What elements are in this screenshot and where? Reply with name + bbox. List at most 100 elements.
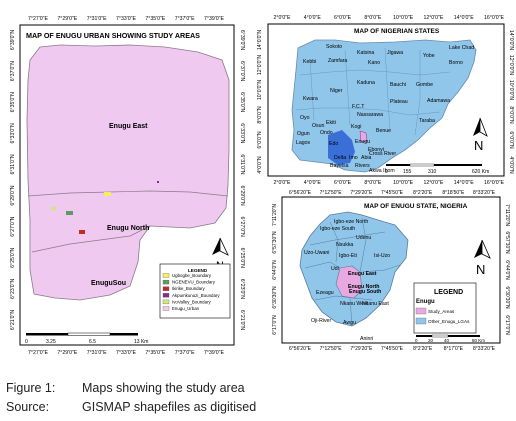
state-label: Adamawa xyxy=(427,98,450,104)
latitude-tick-label: 6°23'0"N xyxy=(239,279,245,299)
ng-scale-3: 620 Km xyxy=(472,169,489,175)
ikirike-area xyxy=(79,230,85,234)
figure-caption: Figure 1: Maps showing the study area xyxy=(6,381,245,395)
legend-swatch xyxy=(415,307,427,315)
enugu-state-legend-subtitle: Enugu xyxy=(416,299,435,305)
latitude-tick-label: 10°0'0"N xyxy=(508,80,514,100)
nigeria-states-map: 2°0'0"E 4°0'0"E 6°0'0"E 8°0'0"E 10°0'0"E 12°0… xyxy=(257,15,514,186)
lga-label: Oji-River xyxy=(311,318,331,324)
enugu-state-left-ticks: 7°11'20"N 6°57'30"N 6°44'0"N 6°30'30"N 6°17'… xyxy=(272,204,278,335)
longitude-tick-label: 6°0'0"E xyxy=(334,15,352,21)
latitude-tick-label: 12°0'0"N xyxy=(257,55,263,75)
latitude-tick-label: 6°57'30"N xyxy=(504,231,510,254)
legend-item-label: Study_Areas xyxy=(428,309,455,314)
longitude-tick-label: 12°0'0"E xyxy=(423,180,443,186)
latitude-tick-label: 6°25'0"N xyxy=(239,248,245,268)
lga-label: Nsukka xyxy=(336,242,353,248)
region-label-enugu-east: Enugu East xyxy=(109,123,148,130)
latitude-tick-label: 6°21'0"N xyxy=(10,310,16,330)
latitude-tick-label: 6°44'0"N xyxy=(504,260,510,280)
longitude-tick-label: 7°45'50"E xyxy=(381,190,404,196)
longitude-tick-label: 7°35'0"E xyxy=(145,350,165,356)
state-label: Lagos xyxy=(296,140,311,146)
nigeria-left-ticks: 14°0'0"N 12°0'0"N 10°0'0"N 8°0'0"N 6°0'0"N 4°… xyxy=(257,30,263,174)
longitude-tick-label: 7°29'0"E xyxy=(57,16,77,22)
lga-label: Enugu East xyxy=(348,271,377,277)
longitude-tick-label: 7°29'20"E xyxy=(350,190,373,196)
latitude-tick-label: 4°0'0"N xyxy=(257,156,263,174)
figure-label: Figure 1: xyxy=(6,381,56,395)
state-label: Gombe xyxy=(416,82,433,88)
enugu-state-bottom-ticks: 6°56'20"E 7°12'50"E 7°29'20"E 7°45'50"E 8°2'… xyxy=(289,346,496,352)
longitude-tick-label: 4°0'0"E xyxy=(304,180,322,186)
legend-swatch xyxy=(162,279,170,285)
longitude-tick-label: 7°31'0"E xyxy=(87,350,107,356)
latitude-tick-label: 6°31'0"N xyxy=(10,154,16,174)
longitude-tick-label: 7°27'0"E xyxy=(28,16,48,22)
state-label: Osun xyxy=(312,123,325,129)
enugu-urban-top-ticks: 7°27'0"E 7°29'0"E 7°31'0"E 7°33'0"E 7°35'0"E… xyxy=(28,16,224,22)
state-label: Jigawa xyxy=(387,50,403,56)
lga-label: Igbo-eze North xyxy=(334,219,368,225)
latitude-tick-label: 14°0'0"N xyxy=(257,30,263,50)
scale-label-1: 3.25 xyxy=(46,339,56,345)
enugu-state-legend: LEGEND Enugu Study_Areas Other_Enugu_LGAs xyxy=(413,282,477,334)
state-label: Bayelsa xyxy=(330,163,349,169)
region-label-enugu-north: Enugu North xyxy=(107,225,149,232)
enugu-urban-title: MAP OF ENUGU URBAN SHOWING STUDY AREAS xyxy=(26,31,200,40)
longitude-tick-label: 6°0'0"E xyxy=(334,180,352,186)
east-north-boundary xyxy=(27,190,229,197)
st-scale-3: 80 Km xyxy=(472,338,485,343)
latitude-tick-label: 6°44'0"N xyxy=(272,260,278,280)
legend-swatch xyxy=(162,306,170,311)
latitude-tick-label: 14°0'0"N xyxy=(508,30,514,50)
state-label: Edo xyxy=(329,141,338,147)
state-label: Ekiti xyxy=(326,120,336,126)
ugbogbe-area xyxy=(104,192,111,196)
enugu-state-legend-title: LEGEND xyxy=(434,289,463,296)
longitude-tick-label: 7°37'0"E xyxy=(175,350,195,356)
enugu-state-scale-bar: 0 20 40 80 Km xyxy=(415,334,485,343)
enugu-urban-legend-title: LEGEND xyxy=(188,268,208,273)
state-label: Ondo xyxy=(320,130,333,136)
longitude-tick-label: 8°2'20"E xyxy=(413,190,433,196)
state-label: Akwa Ibom xyxy=(369,168,395,174)
legend-item-label: Ugbogbe_Boundary xyxy=(172,273,212,278)
lga-label: Enugu North xyxy=(348,284,379,290)
lga-label: Igbo-eze South xyxy=(320,226,355,232)
lga-label: Isi-Uzo xyxy=(374,253,390,259)
legend-swatch xyxy=(162,286,170,291)
legend-item-label: NGENEVU_Boundary xyxy=(172,280,216,285)
state-label: Delta xyxy=(334,155,346,161)
longitude-tick-label: 7°12'50"E xyxy=(320,346,343,352)
latitude-tick-label: 6°31'0"N xyxy=(239,154,245,174)
state-label: Borno xyxy=(449,60,463,66)
longitude-tick-label: 8°0'0"E xyxy=(364,15,382,21)
longitude-tick-label: 7°29'20"E xyxy=(350,346,373,352)
latitude-tick-label: 6°35'0"N xyxy=(239,92,245,112)
latitude-tick-label: 6°29'0"N xyxy=(10,185,16,205)
state-label: Rivers xyxy=(355,163,370,169)
legend-item-label: Akpumkunuzi_Boundary xyxy=(172,293,220,298)
enugu-state-highlight xyxy=(359,130,368,143)
latitude-tick-label: 6°29'0"N xyxy=(239,185,245,205)
legend-swatch xyxy=(415,317,427,325)
lga-label: Ezeagu xyxy=(316,290,334,296)
legend-item-label: Enugu_Urban xyxy=(172,306,200,311)
longitude-tick-label: 7°31'0"E xyxy=(87,16,107,22)
legend-swatch xyxy=(162,293,170,298)
enugu-urban-left-ticks: 6°39'0"N 6°37'0"N 6°35'0"N 6°33'0"N 6°31'0"N… xyxy=(10,30,16,330)
enugu-urban-map: 7°27'0"E 7°29'0"E 7°31'0"E 7°33'0"E 7°35'0"E… xyxy=(10,16,245,356)
latitude-tick-label: 7°11'20"N xyxy=(504,204,510,226)
longitude-tick-label: 7°37'0"E xyxy=(175,16,195,22)
latitude-tick-label: 6°25'0"N xyxy=(10,247,16,267)
latitude-tick-label: 4°0'0"N xyxy=(508,156,514,174)
latitude-tick-label: 6°27'0"N xyxy=(239,217,245,237)
longitude-tick-label: 7°39'0"E xyxy=(204,16,224,22)
latitude-tick-label: 6°17'0"N xyxy=(504,315,510,335)
latitude-tick-label: 6°21'0"N xyxy=(239,310,245,330)
ng-scale-1: 155 xyxy=(403,169,412,175)
latitude-tick-label: 6°0'0"N xyxy=(257,131,263,149)
enugu-state-map: 6°56'20"E 7°12'50"E 7°29'20"E 7°45'50"E 8°2'… xyxy=(272,190,510,352)
enugu-urban-right-ticks: 6°39'0"N 6°37'0"N 6°35'0"N 6°33'0"N 6°31'0"N… xyxy=(239,30,245,330)
